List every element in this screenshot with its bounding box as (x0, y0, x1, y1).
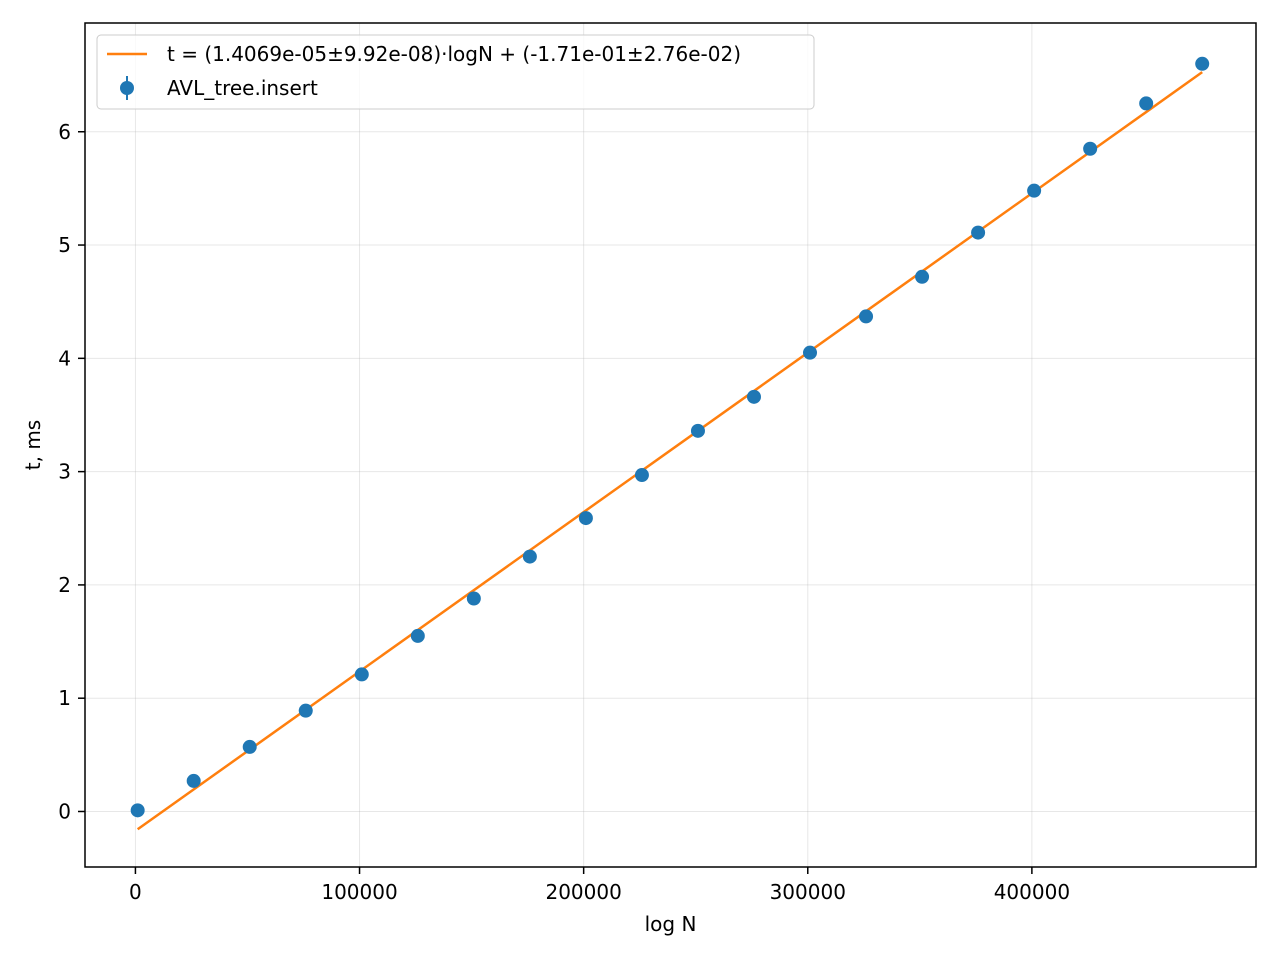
y-tick-label: 6 (58, 120, 71, 144)
y-tick-label: 0 (58, 799, 71, 823)
data-point (410, 628, 425, 643)
data-point (746, 389, 761, 404)
legend-fit-label: t = (1.4069e-05±9.92e-08)·logN + (-1.71e… (167, 42, 741, 66)
x-tick-label: 0 (129, 880, 142, 904)
x-tick-label: 200000 (545, 880, 621, 904)
data-point (466, 591, 481, 606)
series-layer (130, 56, 1210, 831)
data-point (859, 309, 874, 324)
legend: t = (1.4069e-05±9.92e-08)·logN + (-1.71e… (96, 34, 815, 110)
grid-layer (85, 23, 1256, 867)
data-point (803, 345, 818, 360)
x-tick-label: 400000 (994, 880, 1070, 904)
fit-line (136, 71, 1203, 831)
y-tick-label: 5 (58, 233, 71, 257)
legend-point-swatch (120, 81, 134, 95)
x-tick-label: 100000 (321, 880, 397, 904)
data-point (634, 468, 649, 483)
data-point (186, 773, 201, 788)
legend-points-label: AVL_tree.insert (167, 76, 318, 100)
x-axis-label: log N (645, 912, 697, 936)
data-point (690, 423, 705, 438)
data-point (354, 667, 369, 682)
legend-box (96, 34, 815, 110)
data-point (1139, 96, 1154, 111)
plot-frame (84, 22, 1257, 868)
y-tick-label: 4 (58, 346, 71, 370)
data-point (578, 511, 593, 526)
data-point (242, 739, 257, 754)
y-tick-label: 3 (58, 460, 71, 484)
data-point (1083, 141, 1098, 156)
y-axis-label: t, ms (21, 420, 45, 470)
y-tick-label: 1 (58, 686, 71, 710)
data-point (915, 269, 930, 284)
data-point (298, 703, 313, 718)
data-point (1195, 56, 1210, 71)
x-tick-label: 300000 (770, 880, 846, 904)
data-point (1027, 183, 1042, 198)
y-tick-label: 2 (58, 573, 71, 597)
data-point (130, 803, 145, 818)
ticks-layer: 0 100000 200000 300000 400000 0 1 2 3 4 5 6 (58, 120, 1070, 904)
data-point (971, 225, 986, 240)
data-point (522, 549, 537, 564)
